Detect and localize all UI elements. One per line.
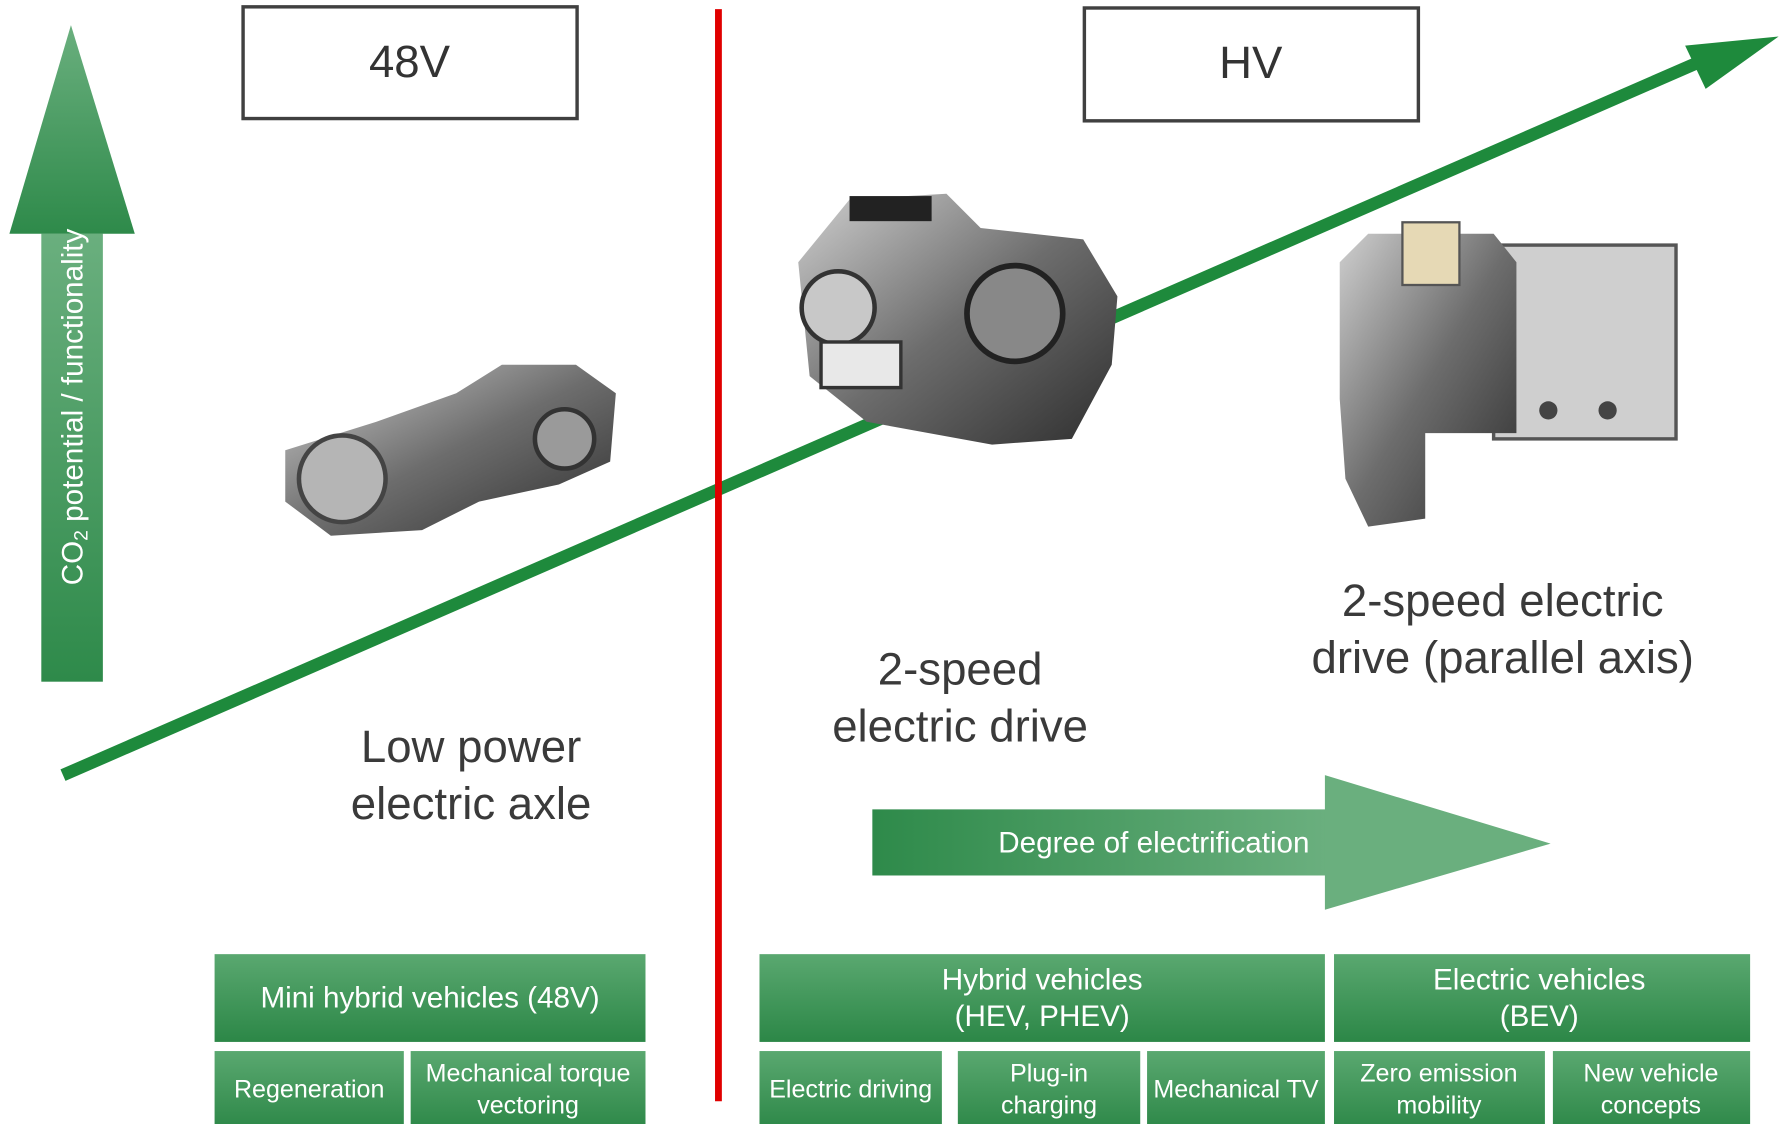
product-label: 2-speed electric [1342, 575, 1664, 626]
feature-label: concepts [1601, 1092, 1701, 1120]
product-label: Low power [361, 721, 581, 772]
group-title: Mini hybrid vehicles (48V) [260, 982, 599, 1015]
feature-label: New vehicle [1583, 1060, 1718, 1088]
group-title: Hybrid vehicles [942, 963, 1143, 996]
product-image [285, 365, 616, 536]
feature-label: mobility [1396, 1092, 1481, 1120]
feature-label: Regeneration [234, 1076, 385, 1104]
product-label: electric drive [832, 701, 1088, 752]
product-image [1340, 222, 1676, 526]
group-title: (BEV) [1500, 1000, 1579, 1033]
group-title: Electric vehicles [1433, 963, 1645, 996]
product-label: electric axle [351, 778, 592, 829]
group-title: (HEV, PHEV) [955, 1000, 1130, 1033]
feature-label: charging [1001, 1092, 1097, 1120]
product-image [798, 194, 1117, 445]
voltage-label: HV [1219, 37, 1283, 88]
trend-arrowhead [1685, 36, 1778, 88]
x-axis-label: Degree of electrification [998, 827, 1309, 860]
slide: CO2 potential / functionality 48V HV Low… [0, 0, 1788, 1124]
page: CO2 potential / functionality 48V HV Low… [0, 0, 1788, 1124]
feature-label: Mechanical TV [1153, 1076, 1319, 1104]
feature-label: Plug-in [1010, 1060, 1088, 1088]
feature-label: Mechanical torque [426, 1060, 631, 1088]
vehicle-groups: Mini hybrid vehicles (48V) Regeneration … [215, 954, 1751, 1124]
feature-label: Electric driving [769, 1076, 932, 1104]
voltage-label: 48V [369, 36, 451, 87]
feature-label: Zero emission [1360, 1060, 1517, 1088]
product-label: 2-speed [878, 644, 1043, 695]
product-label: drive (parallel axis) [1311, 632, 1693, 683]
feature-label: vectoring [477, 1092, 579, 1120]
